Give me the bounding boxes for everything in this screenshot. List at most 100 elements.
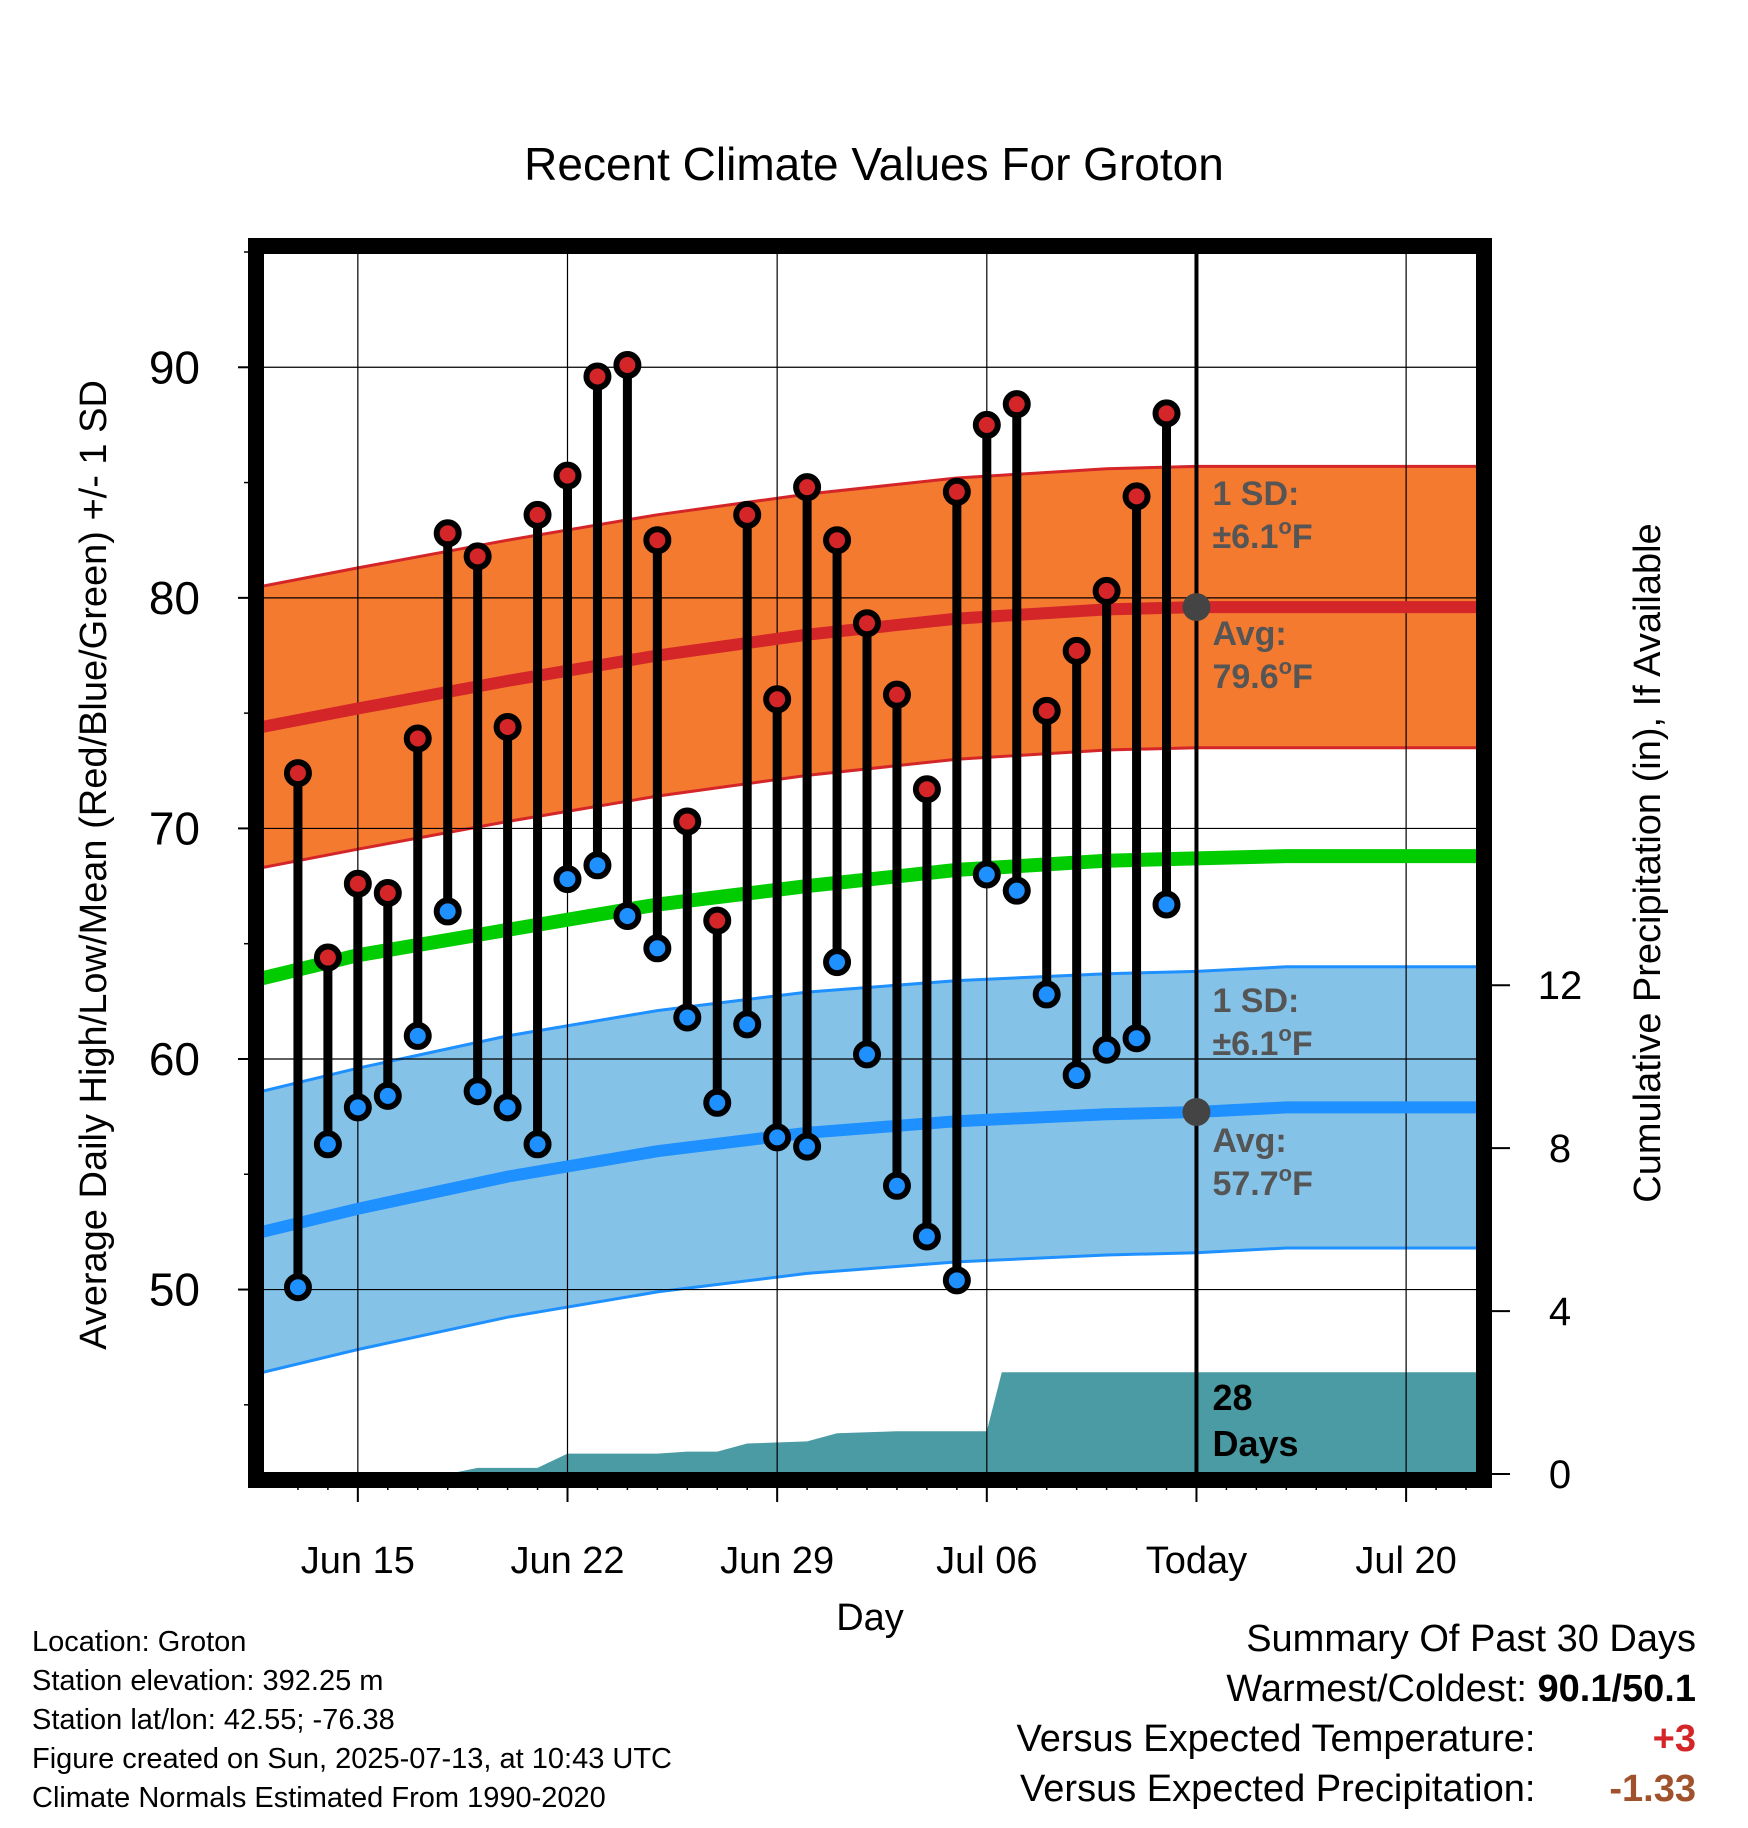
high-sd-value: ±6.1oF (1212, 514, 1312, 556)
obs-low-point (553, 865, 582, 894)
obs-high-point (313, 943, 342, 972)
x-tick-label: Jun 22 (510, 1540, 624, 1582)
obs-low-point (523, 1130, 552, 1159)
summary-precip-label: Versus Expected Precipitation: (1020, 1768, 1536, 1810)
summary-temp-value: +3 (1652, 1718, 1696, 1760)
obs-high-point (972, 410, 1001, 439)
obs-high-point (1092, 576, 1121, 605)
summary-temp-label: Versus Expected Temperature: (1016, 1718, 1536, 1760)
obs-high-point (1062, 636, 1091, 665)
summary-temp-row: Versus Expected Temperature: +3 (1017, 1718, 1696, 1761)
obs-low-point (733, 1010, 762, 1039)
obs-high-point (733, 500, 762, 529)
obs-high-point (793, 473, 822, 502)
low-sd-value: ±6.1oF (1212, 1021, 1312, 1063)
obs-high-point (1152, 399, 1181, 428)
obs-high-point (493, 712, 522, 741)
obs-low-point (463, 1077, 492, 1106)
obs-low-point (493, 1093, 522, 1122)
summary-precip-row: Versus Expected Precipitation: -1.33 (1020, 1768, 1696, 1811)
obs-high-point (1122, 482, 1151, 511)
created-text: Figure created on Sun, 2025-07-13, at 10… (32, 1743, 672, 1775)
low-avg-value: 57.7oF (1212, 1161, 1312, 1203)
obs-low-point (1062, 1061, 1091, 1090)
obs-low-point (853, 1040, 882, 1069)
days-label: Days (1212, 1423, 1298, 1464)
x-tick-label: Jul 20 (1355, 1540, 1456, 1582)
obs-high-point (763, 685, 792, 714)
x-tick-label: Jul 06 (936, 1540, 1037, 1582)
precip-area (262, 1372, 1478, 1474)
low-sd-label: 1 SD: (1212, 982, 1299, 1020)
elevation-text: Station elevation: 392.25 m (32, 1665, 384, 1697)
obs-low-point (343, 1093, 372, 1122)
normals-period-text: Climate Normals Estimated From 1990-2020 (32, 1782, 606, 1814)
obs-high-point (912, 775, 941, 804)
y2-tick-label: 12 (1538, 964, 1583, 1008)
summary-precip-value: -1.33 (1609, 1768, 1696, 1810)
obs-high-point (882, 680, 911, 709)
y2-tick-label: 4 (1549, 1290, 1571, 1334)
obs-low-point (313, 1130, 342, 1159)
y-tick-label: 50 (149, 1264, 200, 1316)
summary-warmest-row: Warmest/Coldest: 90.1/50.1 (1226, 1668, 1696, 1711)
summary-title: Summary Of Past 30 Days (1246, 1618, 1696, 1660)
obs-high-point (823, 526, 852, 555)
obs-high-point (343, 869, 372, 898)
obs-high-point (553, 461, 582, 490)
obs-low-point (823, 948, 852, 977)
obs-high-point (403, 724, 432, 753)
obs-low-point (1002, 876, 1031, 905)
obs-low-point (1122, 1024, 1151, 1053)
obs-low-point (373, 1081, 402, 1110)
obs-low-point (613, 902, 642, 931)
obs-low-point (763, 1123, 792, 1152)
y-axis-label: Average Daily High/Low/Mean (Red/Blue/Gr… (73, 380, 115, 1350)
obs-high-point (373, 878, 402, 907)
obs-high-point (853, 609, 882, 638)
obs-low-point (942, 1266, 971, 1295)
days-count: 28 (1212, 1377, 1252, 1418)
obs-low-point (643, 934, 672, 963)
obs-low-point (433, 897, 462, 926)
chart-title: Recent Climate Values For Groton (524, 138, 1224, 190)
obs-high-point (673, 807, 702, 836)
location-text: Location: Groton (32, 1626, 247, 1658)
y-tick-label: 90 (149, 341, 200, 393)
y-tick-label: 60 (149, 1033, 200, 1085)
obs-low-point (1152, 890, 1181, 919)
obs-low-point (793, 1132, 822, 1161)
obs-low-point (882, 1171, 911, 1200)
obs-high-point (433, 519, 462, 548)
obs-low-point (1032, 980, 1061, 1009)
latlon-text: Station lat/lon: 42.55; -76.38 (32, 1704, 395, 1736)
obs-low-point (1092, 1035, 1121, 1064)
y-tick-label: 70 (149, 802, 200, 854)
obs-low-point (403, 1021, 432, 1050)
obs-low-point (583, 851, 612, 880)
summary-warmest-label: Warmest/Coldest: (1226, 1668, 1527, 1710)
obs-high-point (283, 759, 312, 788)
obs-low-point (703, 1088, 732, 1117)
obs-low-point (673, 1003, 702, 1032)
high-sd-label: 1 SD: (1212, 475, 1299, 513)
high-avg-label: Avg: (1212, 615, 1286, 653)
x-tick-label: Jun 29 (720, 1540, 834, 1582)
today-low-avg-marker (1182, 1098, 1211, 1127)
x-tick-label: Jun 15 (301, 1540, 415, 1582)
obs-high-point (703, 906, 732, 935)
x-axis-label: Day (836, 1597, 904, 1639)
obs-high-point (463, 542, 492, 571)
today-high-avg-marker (1182, 593, 1211, 622)
y2-tick-label: 0 (1549, 1453, 1571, 1497)
y2-tick-label: 8 (1549, 1127, 1571, 1171)
obs-high-point (523, 500, 552, 529)
obs-high-point (583, 362, 612, 391)
y2-axis-label: Cumulative Precipitation (in), If Availa… (1627, 523, 1669, 1202)
high-avg-value: 79.6oF (1212, 654, 1312, 696)
y-tick-label: 80 (149, 572, 200, 624)
plot-frame (248, 238, 1492, 1488)
obs-high-point (1002, 390, 1031, 419)
